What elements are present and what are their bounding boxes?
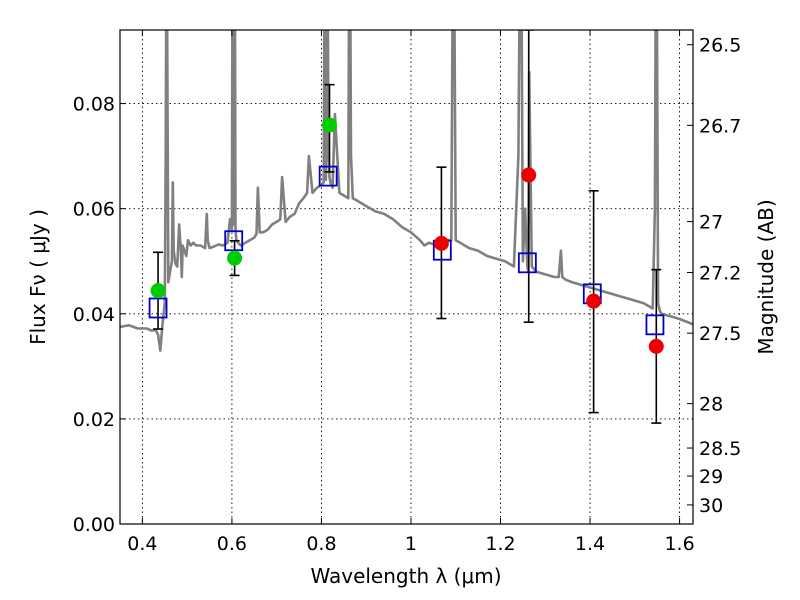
right-tick-label: 28.5 [699,438,741,460]
x-axis: 0.4 0.6 0.8 1 1.2 1.4 1.6 [127,30,695,555]
x-axis-label: Wavelength λ (μm) [310,564,501,588]
plot-frame [119,29,694,525]
y-tick-label: 0.08 [73,94,115,116]
right-tick-label: 28 [699,394,723,416]
y-tick-label: 0.02 [73,409,115,431]
model-square [148,297,168,319]
right-axis: 26.5 26.7 27 27.2 27.5 28 28.5 29 30 [687,35,741,517]
y-tick-label: 0.06 [73,199,115,221]
photometry-point [521,167,537,183]
x-tick-label: 0.6 [217,533,247,555]
x-tick-label: 1 [405,533,417,555]
model-square [224,230,244,252]
photometry-point [227,250,243,266]
right-tick-label: 29 [699,466,723,488]
y-tick-label: 0.04 [73,304,115,326]
photometry-point [433,235,449,251]
photometry-point [150,283,166,299]
right-tick-label: 30 [699,495,723,517]
photometry-point [586,293,602,309]
y-axis: 0.00 0.02 0.04 0.06 0.08 [73,94,126,536]
x-tick-label: 0.8 [306,533,336,555]
plot-background [120,30,693,524]
model-square [645,314,665,336]
photometry-point [322,117,338,133]
model-square [517,252,537,274]
spectrum-line [120,30,693,352]
y-axis-label: Flux Fν ( μJy ) [26,209,50,345]
model-square [318,165,338,187]
x-tick-label: 0.4 [127,533,157,555]
right-tick-label: 27.5 [699,323,741,345]
right-tick-label: 27 [699,212,723,234]
spectrum [120,30,693,352]
right-tick-label: 26.5 [699,35,741,57]
x-tick-label: 1.2 [485,533,515,555]
right-tick-label: 26.7 [699,115,741,137]
markers [148,30,665,424]
x-tick-label: 1.4 [575,533,605,555]
x-tick-label: 1.6 [664,533,694,555]
right-tick-label: 27.2 [699,262,741,284]
y-tick-label: 0.00 [73,514,115,536]
grid [120,30,693,525]
right-axis-label: Magnitude (AB) [754,199,778,354]
photometry-point [648,338,664,354]
